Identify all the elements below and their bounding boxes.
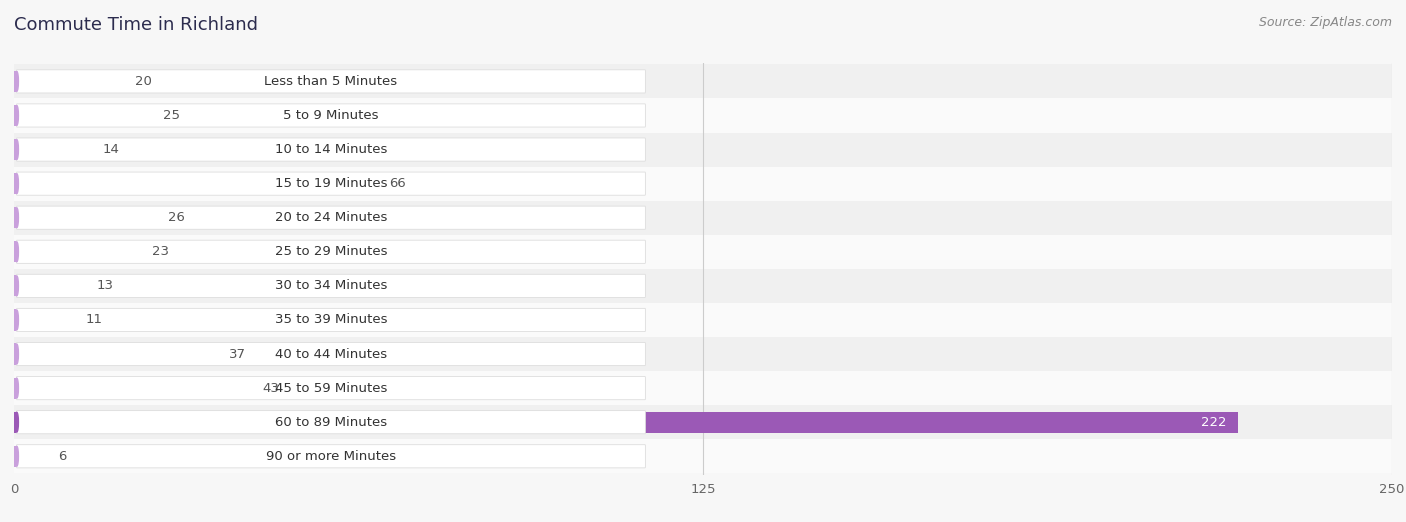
- Text: 20 to 24 Minutes: 20 to 24 Minutes: [274, 211, 387, 224]
- Text: Less than 5 Minutes: Less than 5 Minutes: [264, 75, 398, 88]
- Bar: [14, 371, 1392, 405]
- Text: 60 to 89 Minutes: 60 to 89 Minutes: [276, 416, 387, 429]
- Text: 11: 11: [86, 313, 103, 326]
- Circle shape: [15, 412, 18, 432]
- Text: 25 to 29 Minutes: 25 to 29 Minutes: [274, 245, 387, 258]
- Text: 35 to 39 Minutes: 35 to 39 Minutes: [274, 313, 387, 326]
- Circle shape: [15, 344, 18, 364]
- Bar: [14, 439, 1392, 473]
- Bar: [14, 105, 152, 126]
- FancyBboxPatch shape: [17, 240, 645, 264]
- Text: 66: 66: [389, 177, 405, 190]
- Text: Commute Time in Richland: Commute Time in Richland: [14, 16, 259, 33]
- Text: 45 to 59 Minutes: 45 to 59 Minutes: [274, 382, 387, 395]
- FancyBboxPatch shape: [17, 342, 645, 365]
- Circle shape: [15, 276, 18, 296]
- FancyBboxPatch shape: [17, 172, 645, 195]
- Text: 30 to 34 Minutes: 30 to 34 Minutes: [274, 279, 387, 292]
- FancyBboxPatch shape: [17, 445, 645, 468]
- Bar: [14, 64, 1392, 99]
- FancyBboxPatch shape: [17, 104, 645, 127]
- Circle shape: [15, 174, 18, 194]
- Text: 26: 26: [169, 211, 186, 224]
- Text: 5 to 9 Minutes: 5 to 9 Minutes: [283, 109, 378, 122]
- Text: 15 to 19 Minutes: 15 to 19 Minutes: [274, 177, 387, 190]
- FancyBboxPatch shape: [17, 70, 645, 93]
- Bar: [14, 71, 124, 92]
- Circle shape: [15, 310, 18, 330]
- Bar: [14, 412, 1237, 433]
- Bar: [14, 200, 1392, 235]
- Bar: [14, 269, 1392, 303]
- Bar: [14, 310, 75, 330]
- Bar: [14, 99, 1392, 133]
- FancyBboxPatch shape: [17, 411, 645, 434]
- Text: Source: ZipAtlas.com: Source: ZipAtlas.com: [1258, 16, 1392, 29]
- Bar: [14, 343, 218, 364]
- Bar: [14, 303, 1392, 337]
- Text: 14: 14: [103, 143, 120, 156]
- Text: 10 to 14 Minutes: 10 to 14 Minutes: [274, 143, 387, 156]
- Bar: [14, 133, 1392, 167]
- Bar: [14, 173, 378, 194]
- Bar: [14, 167, 1392, 200]
- Text: 40 to 44 Minutes: 40 to 44 Minutes: [276, 348, 387, 361]
- Circle shape: [15, 446, 18, 466]
- Bar: [14, 241, 141, 263]
- Circle shape: [15, 72, 18, 91]
- FancyBboxPatch shape: [17, 274, 645, 298]
- Text: 20: 20: [135, 75, 152, 88]
- Text: 6: 6: [58, 450, 66, 463]
- Circle shape: [15, 242, 18, 262]
- Bar: [14, 275, 86, 296]
- Text: 37: 37: [229, 348, 246, 361]
- Circle shape: [15, 208, 18, 228]
- FancyBboxPatch shape: [17, 309, 645, 331]
- Text: 23: 23: [152, 245, 169, 258]
- Bar: [14, 139, 91, 160]
- Text: 43: 43: [262, 382, 278, 395]
- FancyBboxPatch shape: [17, 376, 645, 400]
- FancyBboxPatch shape: [17, 206, 645, 229]
- Text: 13: 13: [97, 279, 114, 292]
- Bar: [14, 405, 1392, 439]
- Bar: [14, 377, 252, 399]
- Circle shape: [15, 140, 18, 159]
- Circle shape: [15, 105, 18, 125]
- Text: 90 or more Minutes: 90 or more Minutes: [266, 450, 396, 463]
- Text: 25: 25: [163, 109, 180, 122]
- Bar: [14, 337, 1392, 371]
- FancyBboxPatch shape: [17, 138, 645, 161]
- Bar: [14, 446, 48, 467]
- Circle shape: [15, 378, 18, 398]
- Bar: [14, 207, 157, 228]
- Text: 222: 222: [1201, 416, 1226, 429]
- Bar: [14, 235, 1392, 269]
